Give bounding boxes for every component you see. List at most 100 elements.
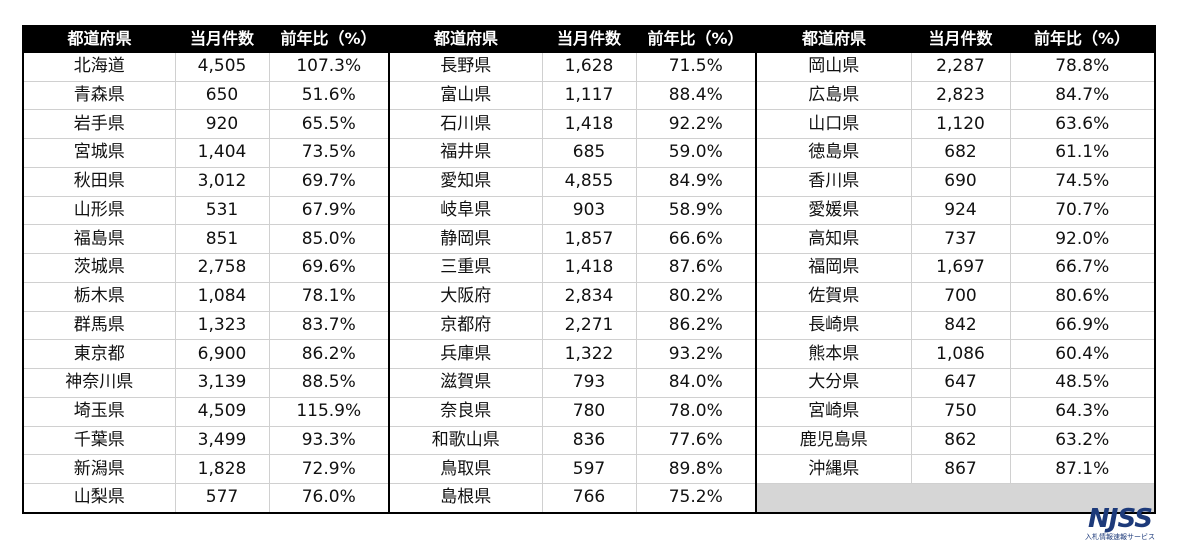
count-cell: 867 — [911, 454, 1011, 484]
table-row: 熊本県 1,086 60.4% — [757, 339, 1155, 369]
table-row: 奈良県 780 78.0% — [390, 397, 756, 427]
count-cell: 1,418 — [542, 109, 637, 139]
count-cell: 750 — [911, 397, 1011, 427]
prefecture-cell: 静岡県 — [390, 224, 543, 254]
count-cell: 920 — [175, 109, 270, 139]
logo-subtitle: 入札情報速報サービス — [1085, 533, 1155, 541]
count-cell: 924 — [911, 196, 1011, 226]
prefecture-cell: 福井県 — [390, 138, 543, 168]
count-cell: 685 — [542, 138, 637, 168]
yoy-cell: 93.3% — [269, 426, 389, 456]
yoy-cell: 78.0% — [636, 397, 756, 427]
yoy-cell: 107.3% — [269, 52, 389, 82]
yoy-cell: 78.1% — [269, 282, 389, 312]
prefecture-cell: 岩手県 — [23, 109, 176, 139]
count-cell: 577 — [175, 483, 270, 514]
count-cell: 903 — [542, 196, 637, 226]
prefecture-cell: 青森県 — [23, 81, 176, 111]
prefecture-cell: 埼玉県 — [23, 397, 176, 427]
prefecture-cell: 熊本県 — [757, 339, 912, 369]
prefecture-cell: 愛媛県 — [757, 196, 912, 226]
count-cell: 3,139 — [175, 368, 270, 398]
table-row: 佐賀県 700 80.6% — [757, 282, 1155, 312]
yoy-cell: 74.5% — [1010, 167, 1155, 197]
prefecture-cell: 大分県 — [757, 368, 912, 398]
table-row: 愛媛県 924 70.7% — [757, 196, 1155, 226]
table-row: 長崎県 842 66.9% — [757, 311, 1155, 341]
table-row: 愛知県 4,855 84.9% — [390, 167, 756, 197]
yoy-cell: 84.9% — [636, 167, 756, 197]
table-row: 香川県 690 74.5% — [757, 167, 1155, 197]
table-row: 茨城県 2,758 69.6% — [23, 253, 389, 283]
table-row: 広島県 2,823 84.7% — [757, 81, 1155, 111]
yoy-cell: 51.6% — [269, 81, 389, 111]
count-cell: 1,404 — [175, 138, 270, 168]
yoy-cell: 71.5% — [636, 52, 756, 82]
table-row: 大阪府 2,834 80.2% — [390, 282, 756, 312]
yoy-cell: 63.6% — [1010, 109, 1155, 139]
count-cell: 2,823 — [911, 81, 1011, 111]
prefecture-cell: 鳥取県 — [390, 454, 543, 484]
prefecture-cell: 愛知県 — [390, 167, 543, 197]
prefecture-cell: 長崎県 — [757, 311, 912, 341]
count-cell: 1,323 — [175, 311, 270, 341]
yoy-cell: 92.0% — [1010, 224, 1155, 254]
table-row: 徳島県 682 61.1% — [757, 138, 1155, 168]
prefecture-cell: 山形県 — [23, 196, 176, 226]
count-cell: 1,628 — [542, 52, 637, 82]
yoy-cell: 67.9% — [269, 196, 389, 226]
table-row: 静岡県 1,857 66.6% — [390, 224, 756, 254]
yoy-cell: 63.2% — [1010, 426, 1155, 456]
count-cell: 4,855 — [542, 167, 637, 197]
prefecture-cell: 奈良県 — [390, 397, 543, 427]
header-row: 都道府県 当月件数 前年比（%） — [23, 25, 389, 53]
table-row: 島根県 766 75.2% — [390, 483, 756, 514]
prefecture-cell: 千葉県 — [23, 426, 176, 456]
count-cell: 700 — [911, 282, 1011, 312]
table-row: 山梨県 577 76.0% — [23, 483, 389, 514]
count-cell: 1,857 — [542, 224, 637, 254]
table-block-3: 都道府県 当月件数 前年比（%） 岡山県 2,287 78.8% 広島県 2,823 84.7%… — [757, 25, 1156, 514]
count-cell: 6,900 — [175, 339, 270, 369]
table-block-2: 都道府県 当月件数 前年比（%） 長野県 1,628 71.5% 富山県 1,117 88.4%… — [390, 25, 757, 514]
yoy-cell: 58.9% — [636, 196, 756, 226]
header-yoy-ratio: 前年比（%） — [636, 25, 756, 53]
count-cell: 4,505 — [175, 52, 270, 82]
yoy-cell: 84.7% — [1010, 81, 1155, 111]
table-row — [757, 483, 1155, 514]
table-row: 埼玉県 4,509 115.9% — [23, 397, 389, 427]
prefecture-cell: 徳島県 — [757, 138, 912, 168]
table-row: 福岡県 1,697 66.7% — [757, 253, 1155, 283]
table-row: 新潟県 1,828 72.9% — [23, 454, 389, 484]
table-row: 和歌山県 836 77.6% — [390, 426, 756, 456]
header-row: 都道府県 当月件数 前年比（%） — [757, 25, 1155, 53]
table-row: 宮崎県 750 64.3% — [757, 397, 1155, 427]
count-cell: 597 — [542, 454, 637, 484]
table-row: 京都府 2,271 86.2% — [390, 311, 756, 341]
table-row: 北海道 4,505 107.3% — [23, 52, 389, 82]
yoy-cell: 65.5% — [269, 109, 389, 139]
logo-mark: NJSS — [1088, 504, 1153, 534]
count-cell: 851 — [175, 224, 270, 254]
prefecture-cell: 栃木県 — [23, 282, 176, 312]
prefecture-cell: 北海道 — [23, 52, 176, 82]
yoy-cell: 66.9% — [1010, 311, 1155, 341]
count-cell: 4,509 — [175, 397, 270, 427]
count-cell: 737 — [911, 224, 1011, 254]
table-row: 沖縄県 867 87.1% — [757, 454, 1155, 484]
table-row: 石川県 1,418 92.2% — [390, 109, 756, 139]
empty-cell — [757, 483, 1155, 514]
yoy-cell: 69.6% — [269, 253, 389, 283]
table-row: 山口県 1,120 63.6% — [757, 109, 1155, 139]
yoy-cell: 78.8% — [1010, 52, 1155, 82]
count-cell: 2,287 — [911, 52, 1011, 82]
prefecture-cell: 新潟県 — [23, 454, 176, 484]
table-row: 神奈川県 3,139 88.5% — [23, 368, 389, 398]
table-row: 高知県 737 92.0% — [757, 224, 1155, 254]
yoy-cell: 70.7% — [1010, 196, 1155, 226]
prefecture-cell: 秋田県 — [23, 167, 176, 197]
yoy-cell: 88.5% — [269, 368, 389, 398]
table-row: 秋田県 3,012 69.7% — [23, 167, 389, 197]
prefecture-cell: 山梨県 — [23, 483, 176, 514]
yoy-cell: 72.9% — [269, 454, 389, 484]
